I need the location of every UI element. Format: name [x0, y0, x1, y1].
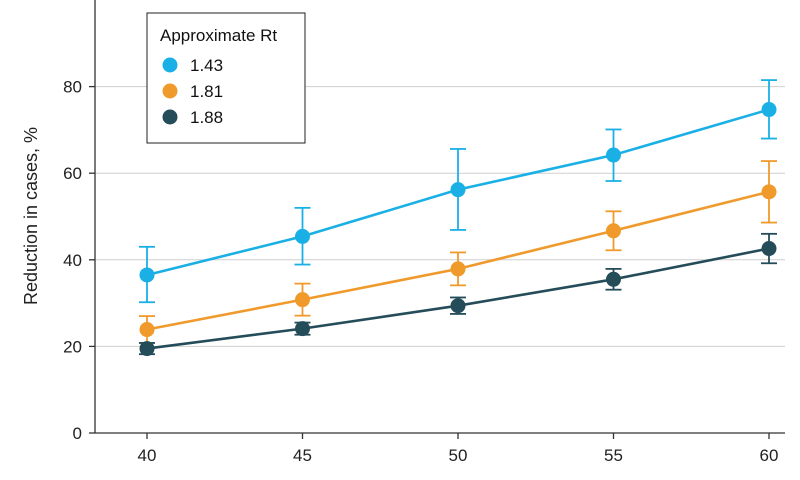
y-axis-label: Reduction in cases, %: [21, 127, 41, 305]
data-point: [606, 223, 621, 239]
data-point: [606, 271, 621, 287]
data-point: [450, 182, 466, 198]
data-point: [295, 228, 310, 244]
x-tick-label: 50: [449, 446, 468, 465]
legend: Approximate Rt 1.43 1.81 1.88: [146, 12, 306, 144]
legend-marker-2: [162, 83, 178, 99]
data-point: [761, 184, 777, 200]
data-point: [450, 298, 466, 314]
y-tick-label: 0: [73, 424, 82, 443]
series-1.43: [139, 79, 777, 304]
data-point: [450, 261, 466, 277]
data-point: [139, 341, 155, 357]
x-tick-label: 55: [604, 446, 623, 465]
series-1.88: [139, 232, 777, 357]
y-tick-label: 40: [63, 251, 82, 270]
y-ticks: 0 20 40 60 80: [63, 78, 95, 443]
legend-title: Approximate Rt: [160, 26, 277, 45]
x-ticks: 40 45 50 55 60: [138, 433, 779, 465]
legend-label-1: 1.43: [190, 56, 223, 75]
x-tick-label: 60: [760, 446, 779, 465]
data-point: [295, 292, 310, 308]
y-tick-label: 80: [63, 78, 82, 97]
x-tick-label: 40: [138, 446, 157, 465]
x-tick-label: 45: [293, 446, 312, 465]
legend-label-2: 1.81: [190, 82, 223, 101]
axes: [94, 0, 785, 434]
series-1.81: [139, 160, 777, 344]
data-point: [139, 322, 155, 338]
legend-marker-3: [162, 109, 178, 125]
y-tick-label: 20: [63, 337, 82, 356]
data-point: [295, 321, 310, 337]
y-tick-label: 60: [63, 164, 82, 183]
legend-marker-1: [162, 57, 178, 73]
data-point: [761, 102, 777, 118]
data-point: [606, 147, 621, 163]
legend-label-3: 1.88: [190, 108, 223, 127]
data-point: [761, 241, 777, 257]
series-group: [139, 79, 777, 357]
data-point: [139, 267, 155, 283]
